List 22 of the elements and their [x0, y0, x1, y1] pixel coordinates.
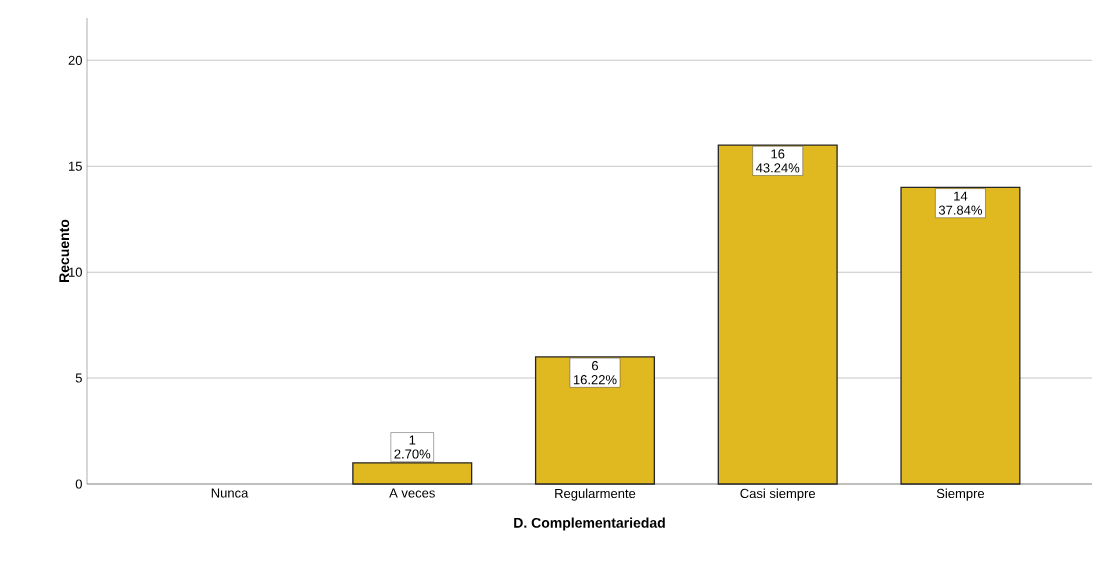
bar [717, 144, 838, 485]
x-tick-label: Nunca [211, 488, 249, 498]
y-tick-label: 0 [75, 479, 82, 489]
y-tick-label: 5 [75, 373, 82, 383]
data-label: 6 [592, 361, 599, 371]
bar [900, 186, 1021, 485]
x-tick-label: A veces [389, 488, 435, 498]
data-label: 14 [954, 191, 968, 201]
data-label: 16 [771, 149, 785, 159]
x-tick-label: Casi siempre [740, 488, 816, 501]
annotation: 37.84% [938, 205, 983, 215]
y-tick-label: 20 [68, 55, 82, 65]
annotation: 2.70% [394, 449, 431, 459]
y-tick-label: 15 [69, 161, 82, 171]
annotation: 43.24% [755, 163, 800, 173]
x-tick-label: Regularmente [555, 488, 636, 501]
x-axis-title: D. Complementariedad [514, 517, 665, 531]
annotation: 16.22% [573, 375, 617, 385]
y-axis-title: Recuento [59, 219, 70, 282]
y-tick-label: 10 [69, 267, 82, 277]
x-tick-label: Siempre [936, 488, 985, 501]
data-label: 1 [409, 435, 416, 445]
